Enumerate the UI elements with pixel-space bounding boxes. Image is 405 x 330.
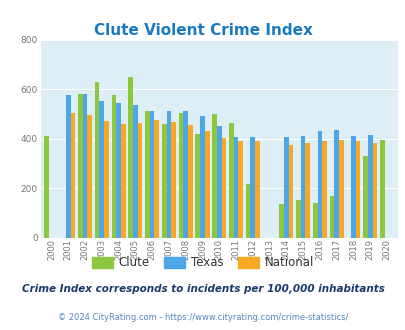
Bar	[317, 131, 322, 238]
Bar	[137, 122, 142, 238]
Bar	[362, 156, 367, 238]
Bar	[178, 113, 183, 238]
Bar	[300, 136, 305, 238]
Bar	[305, 143, 309, 238]
Bar	[245, 183, 250, 238]
Bar	[329, 195, 333, 238]
Bar	[221, 138, 226, 238]
Bar	[322, 141, 326, 238]
Bar	[87, 115, 92, 238]
Bar	[171, 122, 175, 238]
Bar	[367, 135, 372, 238]
Bar	[70, 113, 75, 238]
Bar	[333, 130, 338, 238]
Bar	[204, 131, 209, 238]
Bar	[99, 102, 104, 238]
Bar	[288, 145, 293, 238]
Bar	[121, 124, 125, 238]
Bar	[295, 200, 300, 238]
Bar	[83, 94, 87, 238]
Bar	[216, 126, 221, 238]
Bar	[228, 122, 233, 238]
Bar	[111, 95, 116, 238]
Bar	[355, 141, 360, 238]
Bar	[133, 105, 137, 238]
Bar	[188, 125, 192, 238]
Bar	[283, 137, 288, 238]
Bar	[279, 204, 283, 238]
Text: © 2024 CityRating.com - https://www.cityrating.com/crime-statistics/: © 2024 CityRating.com - https://www.city…	[58, 313, 347, 322]
Bar	[166, 112, 171, 238]
Text: Clute Violent Crime Index: Clute Violent Crime Index	[93, 23, 312, 38]
Bar	[116, 103, 121, 238]
Bar	[154, 120, 159, 238]
Bar	[338, 140, 343, 238]
Bar	[162, 124, 166, 238]
Bar	[183, 112, 188, 238]
Bar	[238, 141, 243, 238]
Bar	[350, 136, 355, 238]
Bar	[379, 140, 384, 238]
Bar	[372, 143, 376, 238]
Bar	[104, 121, 109, 238]
Bar	[312, 203, 317, 238]
Bar	[200, 116, 204, 238]
Text: Crime Index corresponds to incidents per 100,000 inhabitants: Crime Index corresponds to incidents per…	[21, 284, 384, 294]
Bar	[149, 111, 154, 238]
Bar	[128, 77, 133, 238]
Bar	[78, 94, 83, 238]
Bar	[45, 136, 49, 238]
Bar	[145, 112, 149, 238]
Bar	[66, 95, 70, 238]
Bar	[195, 134, 200, 238]
Bar	[254, 141, 259, 238]
Bar	[94, 82, 99, 238]
Bar	[233, 137, 238, 238]
Bar	[250, 137, 254, 238]
Bar	[212, 115, 216, 238]
Legend: Clute, Texas, National: Clute, Texas, National	[87, 252, 318, 274]
